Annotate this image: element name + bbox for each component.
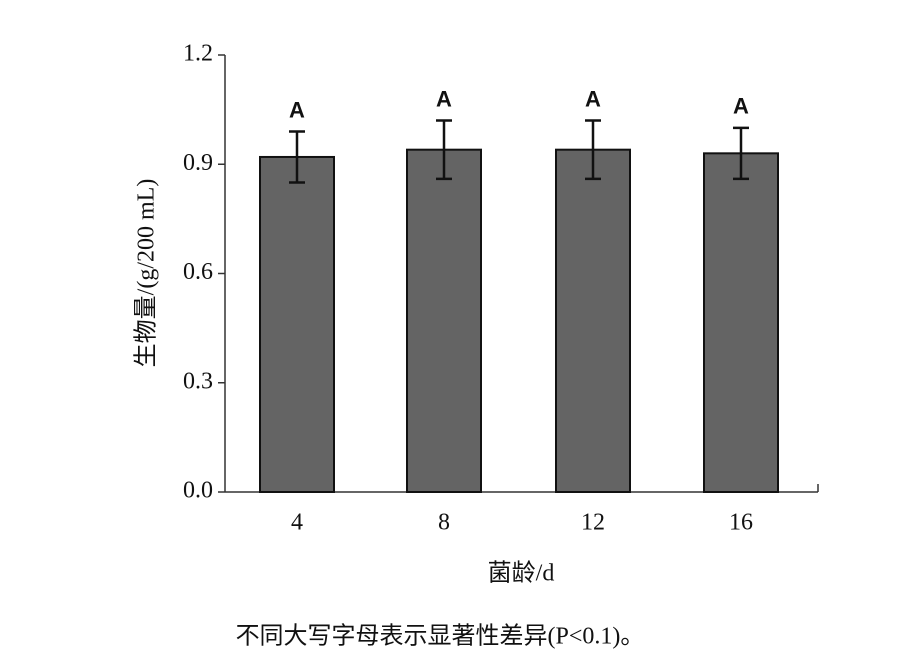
significance-label: A [289, 97, 305, 122]
x-tick-label: 12 [581, 510, 605, 536]
y-axis-label: 生物量/(g/200 mL) [133, 179, 160, 368]
error-bar [289, 130, 305, 184]
x-tick-label: 16 [729, 510, 753, 536]
y-tick-label: 0.6 [183, 259, 213, 285]
error-bar [585, 119, 601, 181]
significance-label: A [436, 86, 452, 111]
y-tick-label: 0.3 [183, 368, 213, 394]
error-bar [733, 126, 749, 181]
significance-label: A [585, 86, 601, 111]
bar [555, 148, 631, 494]
x-tick-label: 8 [438, 510, 450, 536]
y-tick-label: 0.0 [183, 478, 213, 504]
bar [259, 155, 335, 493]
significance-label: A [733, 94, 749, 119]
x-axis-label: 菌龄/d [488, 560, 555, 587]
caption: 不同大写字母表示显著性差异(P<0.1)。 [236, 623, 645, 650]
bar [406, 148, 482, 494]
x-tick-label: 4 [291, 510, 303, 536]
bar [703, 152, 779, 493]
y-tick-label: 1.2 [183, 41, 213, 67]
error-bar [436, 119, 452, 181]
y-tick-label: 0.9 [183, 150, 213, 176]
